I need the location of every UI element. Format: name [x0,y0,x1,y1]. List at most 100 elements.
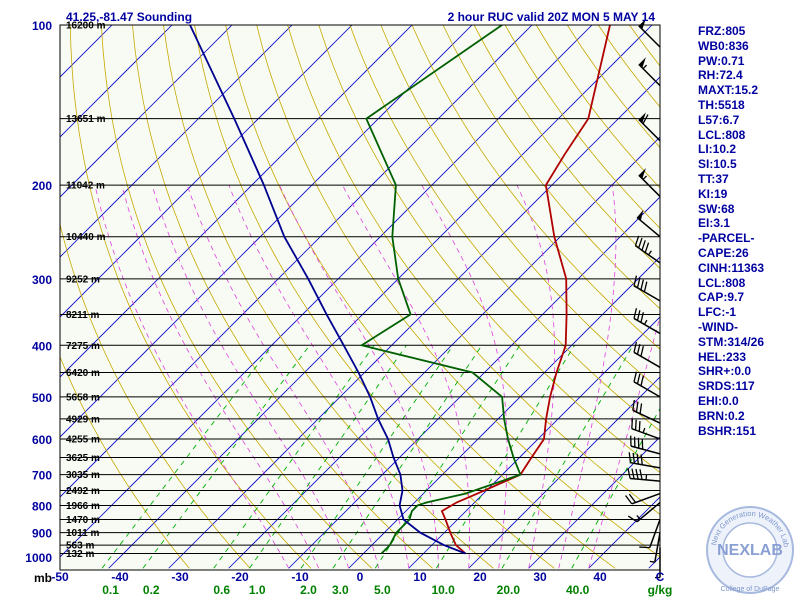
pressure-tick-label: 700 [32,469,52,483]
wind-barb-feather [633,275,638,286]
height-label: 3035 m [66,470,100,481]
mixing-ratio-line [332,345,483,569]
wind-barb-staff [636,501,661,523]
sounding-index: TT:37 [698,171,729,186]
height-label: 7275 m [66,341,100,352]
sounding-index: HEL:233 [698,349,747,364]
wind-barb-flag [638,168,646,179]
wind-barb-feather [640,312,644,323]
wind-barb-staff [630,477,661,482]
isotherm-line [60,25,173,138]
wind-barb-staff [633,285,661,302]
wind-barb-feather [640,375,644,387]
height-label: 4255 m [66,434,100,445]
sounding-index: CAP:9.7 [698,290,745,305]
dewpoint-trace [359,25,522,555]
pressure-tick-label: 200 [32,179,52,193]
mixing-ratio-tick-label: 0.2 [143,583,160,597]
sounding-index: CAPE:26 [698,245,749,260]
mixing-ratio-tick-label: 10.0 [431,583,455,597]
nexlab-logo: Next Generation Weather Lab College of D… [706,506,794,594]
mixing-ratio-tick-label: 5.0 [374,583,391,597]
wind-barb-feather [636,277,641,288]
sounding-index: -WIND- [698,319,738,334]
mixing-ratio-tick-label: 2.0 [300,583,317,597]
wind-barb-flag [637,209,644,221]
pressure-tick-label: 1000 [25,551,52,565]
wind-barb-feather [627,515,638,523]
height-label: 11042 m [66,181,105,192]
mixing-ratio-tick-label: 1.0 [249,583,266,597]
sounding-index: SW:68 [698,201,735,216]
pressure-tick-label: 400 [32,339,52,353]
mixing-ratio-line [571,407,660,569]
height-label: 6420 m [66,368,100,379]
wind-barb-staff [638,118,661,142]
sounding-index: -PARCEL- [698,231,755,246]
height-label: 1966 m [66,501,100,512]
height-label: 132 m [66,549,94,560]
dry-adiabat-line [60,355,190,569]
wind-barb-staff [633,351,661,368]
sounding-index: FRZ:805 [698,24,746,38]
wind-barb-half-feather [647,250,652,256]
wind-barb-feather [635,401,639,413]
wind-barb-feather [638,237,643,249]
logo-main-text: NEXLAB [717,542,783,559]
pressure-tick-label: 300 [32,273,52,287]
pressure-tick-label: 500 [32,391,52,405]
sounding-index: KI:19 [698,186,728,201]
dry-adiabat-line [101,25,373,569]
wind-barb-feather [642,114,649,125]
temperature-unit-label: C [656,570,665,584]
sounding-index: LI:10.2 [698,142,737,157]
sounding-index: WB0:836 [698,38,749,53]
sounding-index: BRN:0.2 [698,408,745,423]
dry-adiabat-line [225,25,616,569]
wind-barb-half-feather [642,175,648,180]
isotherm-line [60,25,533,498]
wind-barb-staff [633,381,661,398]
wind-barb-feather [628,452,632,463]
mixing-ratio-tick-label: 20.0 [497,583,521,597]
wind-barb [625,492,661,505]
mixing-ratio-line [300,345,454,569]
wind-barb-feather [639,403,643,414]
wind-barb-feather [639,546,650,549]
wind-barb [631,418,661,440]
wind-barb [628,452,661,469]
mixing-ratio-tick-label: 3.0 [332,583,349,597]
dry-adiabat-line [256,25,660,558]
sounding-index: MAXT:15.2 [698,83,759,98]
mixing-ratio-line [435,345,575,569]
wind-barb-staff [630,445,661,455]
height-label: 1011 m [66,528,99,539]
temperature-tick-label: 10 [413,570,427,584]
sounding-index: LCL:808 [698,275,746,290]
wind-barb [638,112,661,142]
dry-adiabat-line [60,222,251,569]
mixing-ratio-tick-label: 0.1 [102,583,119,597]
wind-barb-feather [636,453,639,465]
wind-barb-feather [634,419,637,431]
wind-barb-half-feather [643,319,648,325]
wind-barb-half-feather [649,560,655,563]
height-label: 1470 m [66,515,100,526]
dry-adiabat-line [380,25,660,391]
logo-sub-text: College of DuPage [721,586,780,593]
wind-barb [639,519,661,549]
wind-barb-feather [631,468,635,479]
isotherm-line [528,436,660,569]
wind-barb-feather [636,310,641,321]
sounding-index: LCL:808 [698,127,746,142]
wind-barb-feather [632,452,636,464]
wind-barb-feather [631,418,634,429]
wind-barb-feather [633,308,638,319]
height-label: 563 m [66,541,94,552]
wind-barb-feather [639,469,643,480]
height-label: 8211 m [66,310,99,321]
pressure-tick-label: 800 [32,499,52,513]
wind-barb-feather [635,468,639,480]
wind-barb [634,235,661,264]
